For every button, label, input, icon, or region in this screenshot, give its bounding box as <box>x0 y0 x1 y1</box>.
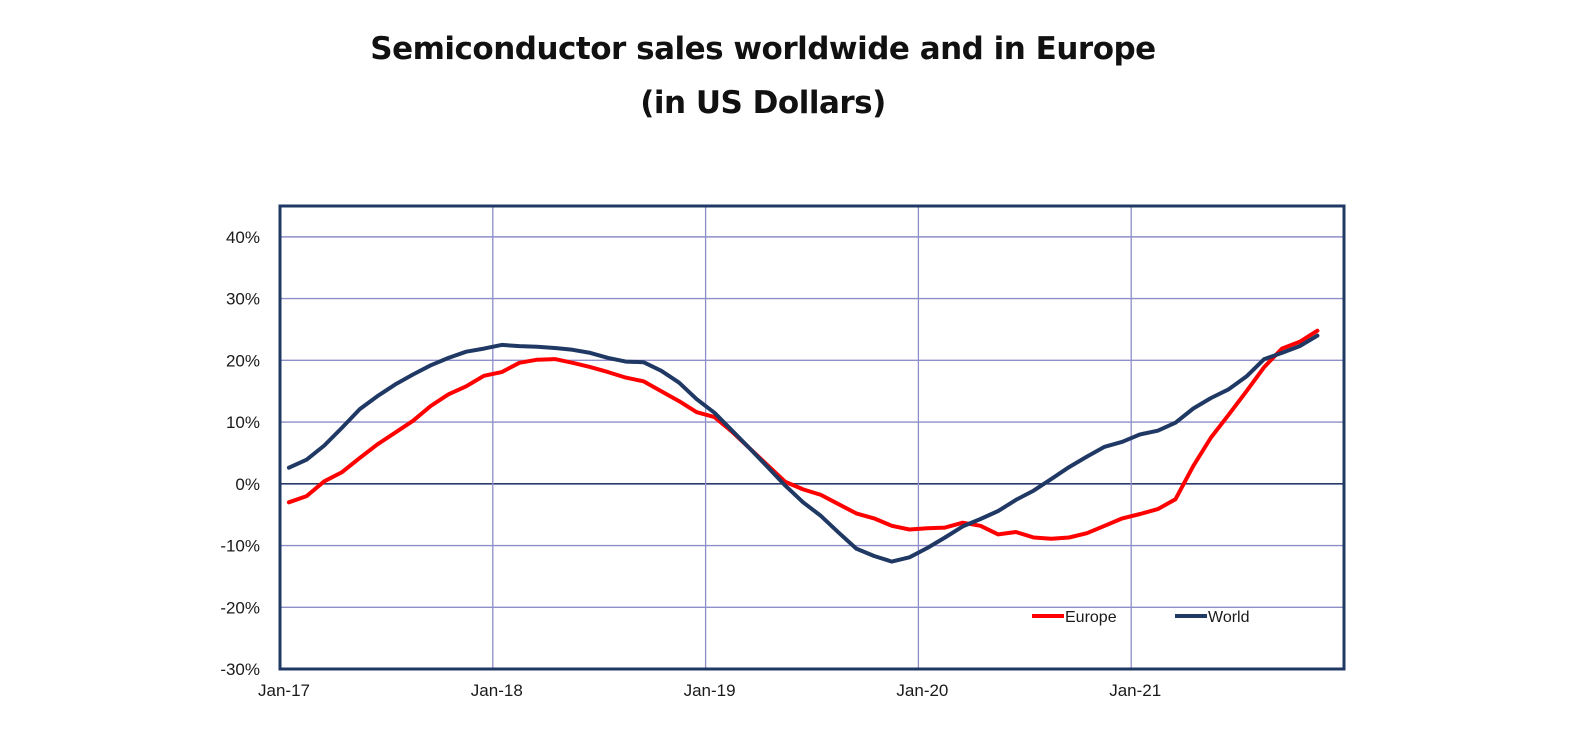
x-tick-label: Jan-17 <box>258 681 310 700</box>
x-tick-label: Jan-21 <box>1109 681 1161 700</box>
y-tick-label: 0% <box>235 475 260 494</box>
y-tick-label: -30% <box>220 660 260 679</box>
grid-layer <box>280 206 1344 669</box>
x-tick-label: Jan-18 <box>471 681 523 700</box>
y-axis-ticks: -30% -20% -10% 0% 10% 20% 30% 40% <box>220 228 260 679</box>
x-tick-label: Jan-20 <box>896 681 948 700</box>
chart-title: Semiconductor sales worldwide and in Eur… <box>370 31 1156 67</box>
chart-title-block: Semiconductor sales worldwide and in Eur… <box>0 22 1526 130</box>
legend-label-europe: Europe <box>1065 609 1117 626</box>
plot-frame <box>278 204 1346 671</box>
y-tick-label: -20% <box>220 598 260 617</box>
legend-label-world: World <box>1208 609 1250 626</box>
y-tick-label: 20% <box>226 351 260 370</box>
chart-subtitle: (in US Dollars) <box>640 85 886 121</box>
y-tick-label: 10% <box>226 413 260 432</box>
y-tick-label: -10% <box>220 537 260 556</box>
x-tick-label: Jan-19 <box>684 681 736 700</box>
y-tick-label: 30% <box>226 290 260 309</box>
x-axis-ticks: Jan-17 Jan-18 Jan-19 Jan-20 Jan-21 <box>258 681 1161 700</box>
y-tick-label: 40% <box>226 228 260 247</box>
series-layer <box>286 328 1320 564</box>
legend: Europe World <box>1032 609 1250 626</box>
series-line-world <box>286 333 1320 564</box>
series-line-europe <box>286 328 1320 541</box>
